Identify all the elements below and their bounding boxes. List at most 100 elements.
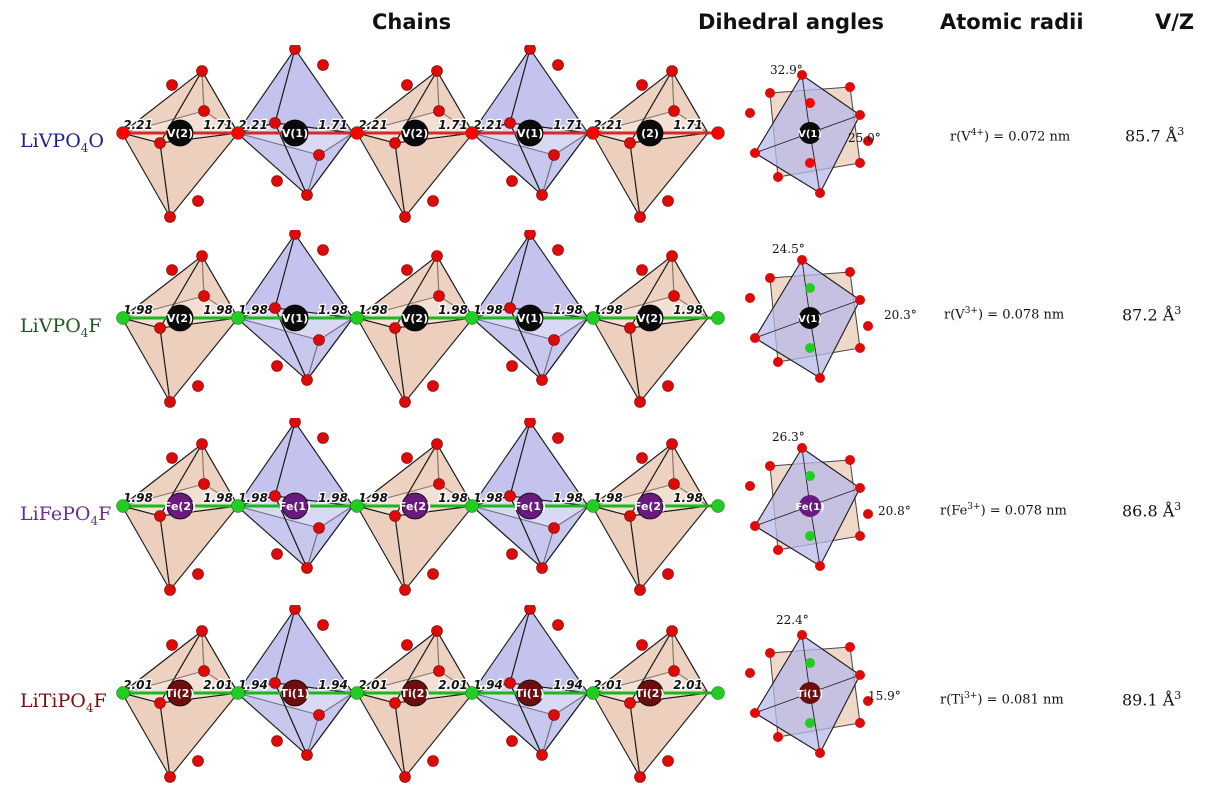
dihedral-angle-side: 20.8° (878, 504, 911, 518)
oxygen-atom (431, 250, 443, 262)
oxygen-atom (797, 443, 807, 453)
bond-length-right: 1.98 (553, 303, 583, 317)
header-dihedral-angles: Dihedral angles (698, 10, 884, 34)
oxygen-atom (863, 696, 873, 706)
metal-atom (166, 119, 194, 147)
oxygen-atom (196, 625, 208, 637)
volume-per-formula-unit: 89.1 Å3 (1122, 689, 1182, 710)
oxygen-atom (773, 545, 783, 555)
oxygen-atom (745, 668, 755, 678)
octahedron-3: V(2) 2.21 1.71 (356, 65, 474, 223)
bond-length-left: 2.21 (238, 118, 268, 132)
oxygen-atom (389, 137, 401, 149)
metal-atom (281, 679, 309, 707)
octahedron-1: Ti(2) 2.01 2.01 (121, 625, 239, 783)
dihedral-diagram: V(1) (745, 70, 873, 198)
oxygen-atom (845, 267, 855, 277)
octahedron-2: Ti(1) 1.94 1.94 (236, 605, 354, 761)
oxygen-atom (166, 452, 178, 464)
oxygen-atom (668, 290, 680, 302)
atomic-radius: r(V3+) = 0.078 nm (944, 306, 1065, 323)
oxygen-atom (765, 461, 775, 471)
bridging-atom (465, 311, 479, 325)
oxygen-atom (666, 250, 678, 262)
oxygen-atom (634, 771, 646, 783)
bond-length-right: 1.94 (318, 678, 348, 692)
oxygen-atom (271, 175, 283, 187)
metal-atom-label: Ti(1) (516, 687, 545, 700)
header-v-over-z: V/Z (1155, 10, 1195, 34)
metal-atom-label: Ti(1) (281, 687, 310, 700)
dihedral-octahedron: Fe(1) (745, 443, 873, 571)
bond-length-right: 1.71 (553, 118, 583, 132)
oxygen-atom (750, 148, 760, 158)
bridge-atom (805, 658, 815, 668)
oxygen-atom (815, 561, 825, 571)
oxygen-atom (548, 149, 560, 161)
metal-atom-label: (2) (641, 127, 659, 140)
oxygen-atom (634, 211, 646, 223)
oxygen-atom (666, 625, 678, 637)
oxygen-atom (668, 478, 680, 490)
oxygen-atom (773, 357, 783, 367)
bond-length-left: 1.94 (473, 678, 503, 692)
metal-atom-label: V(1) (282, 312, 308, 325)
oxygen-atom (745, 108, 755, 118)
oxygen-atom (289, 418, 301, 428)
oxygen-atom (636, 639, 648, 651)
bridging-atom (711, 686, 725, 700)
oxygen-atom (313, 334, 325, 346)
oxygen-atom (624, 510, 636, 522)
oxygen-atom (401, 639, 413, 651)
metal-atom (799, 682, 821, 704)
octahedron-2: V(1) 2.21 1.71 (236, 45, 354, 201)
bond-length-right: 1.98 (203, 491, 233, 505)
oxygen-atom (431, 65, 443, 77)
octahedron-3: Ti(2) 2.01 2.01 (356, 625, 474, 783)
oxygen-atom (164, 584, 176, 596)
bridging-atom (231, 686, 245, 700)
octahedron-1: Fe(2) 1.98 1.98 (121, 438, 239, 596)
metal-atom-label: Fe(2) (399, 500, 431, 513)
oxygen-atom (401, 264, 413, 276)
octahedron-4: V(1) 2.21 1.71 (471, 45, 589, 201)
oxygen-atom (313, 522, 325, 534)
oxygen-atom (863, 509, 873, 519)
oxygen-atom (745, 293, 755, 303)
oxygen-atom (636, 79, 648, 91)
metal-atom-label: V(2) (167, 312, 193, 325)
metal-atom-label: V(2) (637, 312, 663, 325)
oxygen-atom (198, 105, 210, 117)
oxygen-atom (289, 45, 301, 55)
atomic-radius: r(Fe3+) = 0.078 nm (940, 502, 1067, 519)
oxygen-atom (289, 605, 301, 615)
oxygen-atom (164, 211, 176, 223)
oxygen-atom (504, 302, 516, 314)
oxygen-atom (506, 548, 518, 560)
oxygen-atom (855, 110, 865, 120)
octahedron-5: Fe(2) 1.98 1.98 (591, 438, 709, 596)
bond-length-left: 2.21 (358, 118, 388, 132)
bond-length-right: 1.98 (673, 303, 703, 317)
volume-per-formula-unit: 85.7 Å3 (1125, 125, 1185, 146)
dihedral-octahedron: V(1) (745, 70, 873, 198)
oxygen-atom (317, 244, 329, 256)
metal-atom (799, 122, 821, 144)
oxygen-atom (166, 639, 178, 651)
compound-row: LiVPO4O V(2) 2.21 1.71 V(1) 2.21 1.71 V(2) 2.21 1… (0, 45, 1212, 225)
oxygen-atom (389, 697, 401, 709)
bond-length-left: 2.21 (473, 118, 503, 132)
bridging-atom (586, 499, 600, 513)
metal-atom (516, 304, 544, 332)
oxygen-atom (765, 88, 775, 98)
oxygen-atom (269, 490, 281, 502)
dihedral-angle-side: 15.9° (868, 689, 901, 703)
metal-atom (166, 304, 194, 332)
oxygen-atom (301, 749, 313, 761)
oxygen-atom (399, 396, 411, 408)
bridging-atom (231, 126, 245, 140)
bond-length-right: 1.71 (203, 118, 233, 132)
oxygen-atom (636, 264, 648, 276)
oxygen-atom (624, 322, 636, 334)
metal-atom-label: V(1) (282, 127, 308, 140)
